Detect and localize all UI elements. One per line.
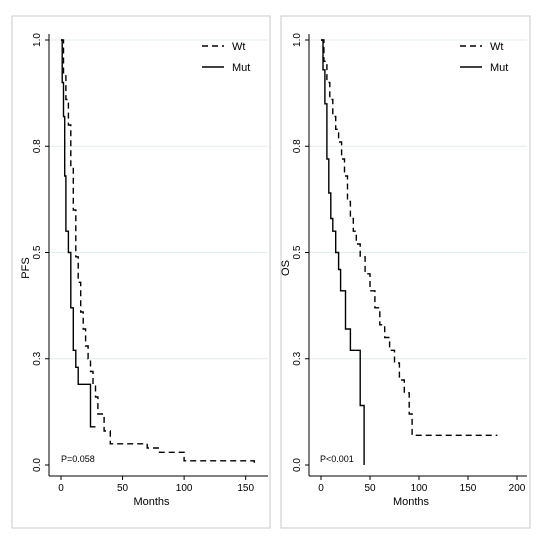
chart-panel-1: 0.0 0.3 0.5 0.8 1.0 0 50 100 150 Months PFS Wt Mut P=… xyxy=(11,15,271,529)
series-line-mut xyxy=(61,39,96,428)
x-tick-label: 0 xyxy=(58,483,64,494)
legend-label-mut: Mut xyxy=(490,62,508,74)
series-line-wt xyxy=(321,39,498,436)
y-tick-label: 0.5 xyxy=(32,245,43,259)
panel-frame xyxy=(11,15,271,529)
chart-panels: 0.0 0.3 0.5 0.8 1.0 0 50 100 150 Months PFS Wt Mut P=… xyxy=(11,15,531,529)
x-axis-title: Months xyxy=(133,496,170,508)
panel-frame xyxy=(280,15,531,529)
x-tick-label: 150 xyxy=(460,483,477,494)
y-tick-label: 1.0 xyxy=(32,33,43,47)
x-tick-label: 50 xyxy=(364,483,376,494)
x-tick-label: 150 xyxy=(237,483,254,494)
y-tick-label: 0.8 xyxy=(32,139,43,153)
y-axis-title: PFS xyxy=(20,257,32,278)
y-tick-label: 0.5 xyxy=(292,245,303,259)
x-tick-label: 100 xyxy=(411,483,428,494)
y-tick-label: 0.3 xyxy=(292,351,303,365)
x-tick-label: 50 xyxy=(117,483,129,494)
y-tick-label: 0.8 xyxy=(292,139,303,153)
chart-panel-2: 0.0 0.3 0.5 0.8 1.0 0 50 100 150 200 Months OS Wt Mut… xyxy=(280,15,531,529)
p-value-annotation: P=0.058 xyxy=(61,454,95,464)
p-value-annotation: P<0.001 xyxy=(320,454,354,464)
y-tick-label: 0.0 xyxy=(292,458,303,472)
legend-label-mut: Mut xyxy=(232,62,250,74)
y-tick-label: 0.0 xyxy=(32,458,43,472)
x-axis-title: Months xyxy=(393,496,430,508)
series-line-mut xyxy=(321,39,365,465)
x-tick-label: 0 xyxy=(318,483,324,494)
y-axis-title: OS xyxy=(280,260,292,276)
legend-label-wt: Wt xyxy=(490,41,503,53)
x-tick-label: 200 xyxy=(509,483,526,494)
y-tick-label: 0.3 xyxy=(32,351,43,365)
x-tick-label: 100 xyxy=(176,483,193,494)
y-tick-label: 1.0 xyxy=(292,33,303,47)
legend-label-wt: Wt xyxy=(232,41,245,53)
